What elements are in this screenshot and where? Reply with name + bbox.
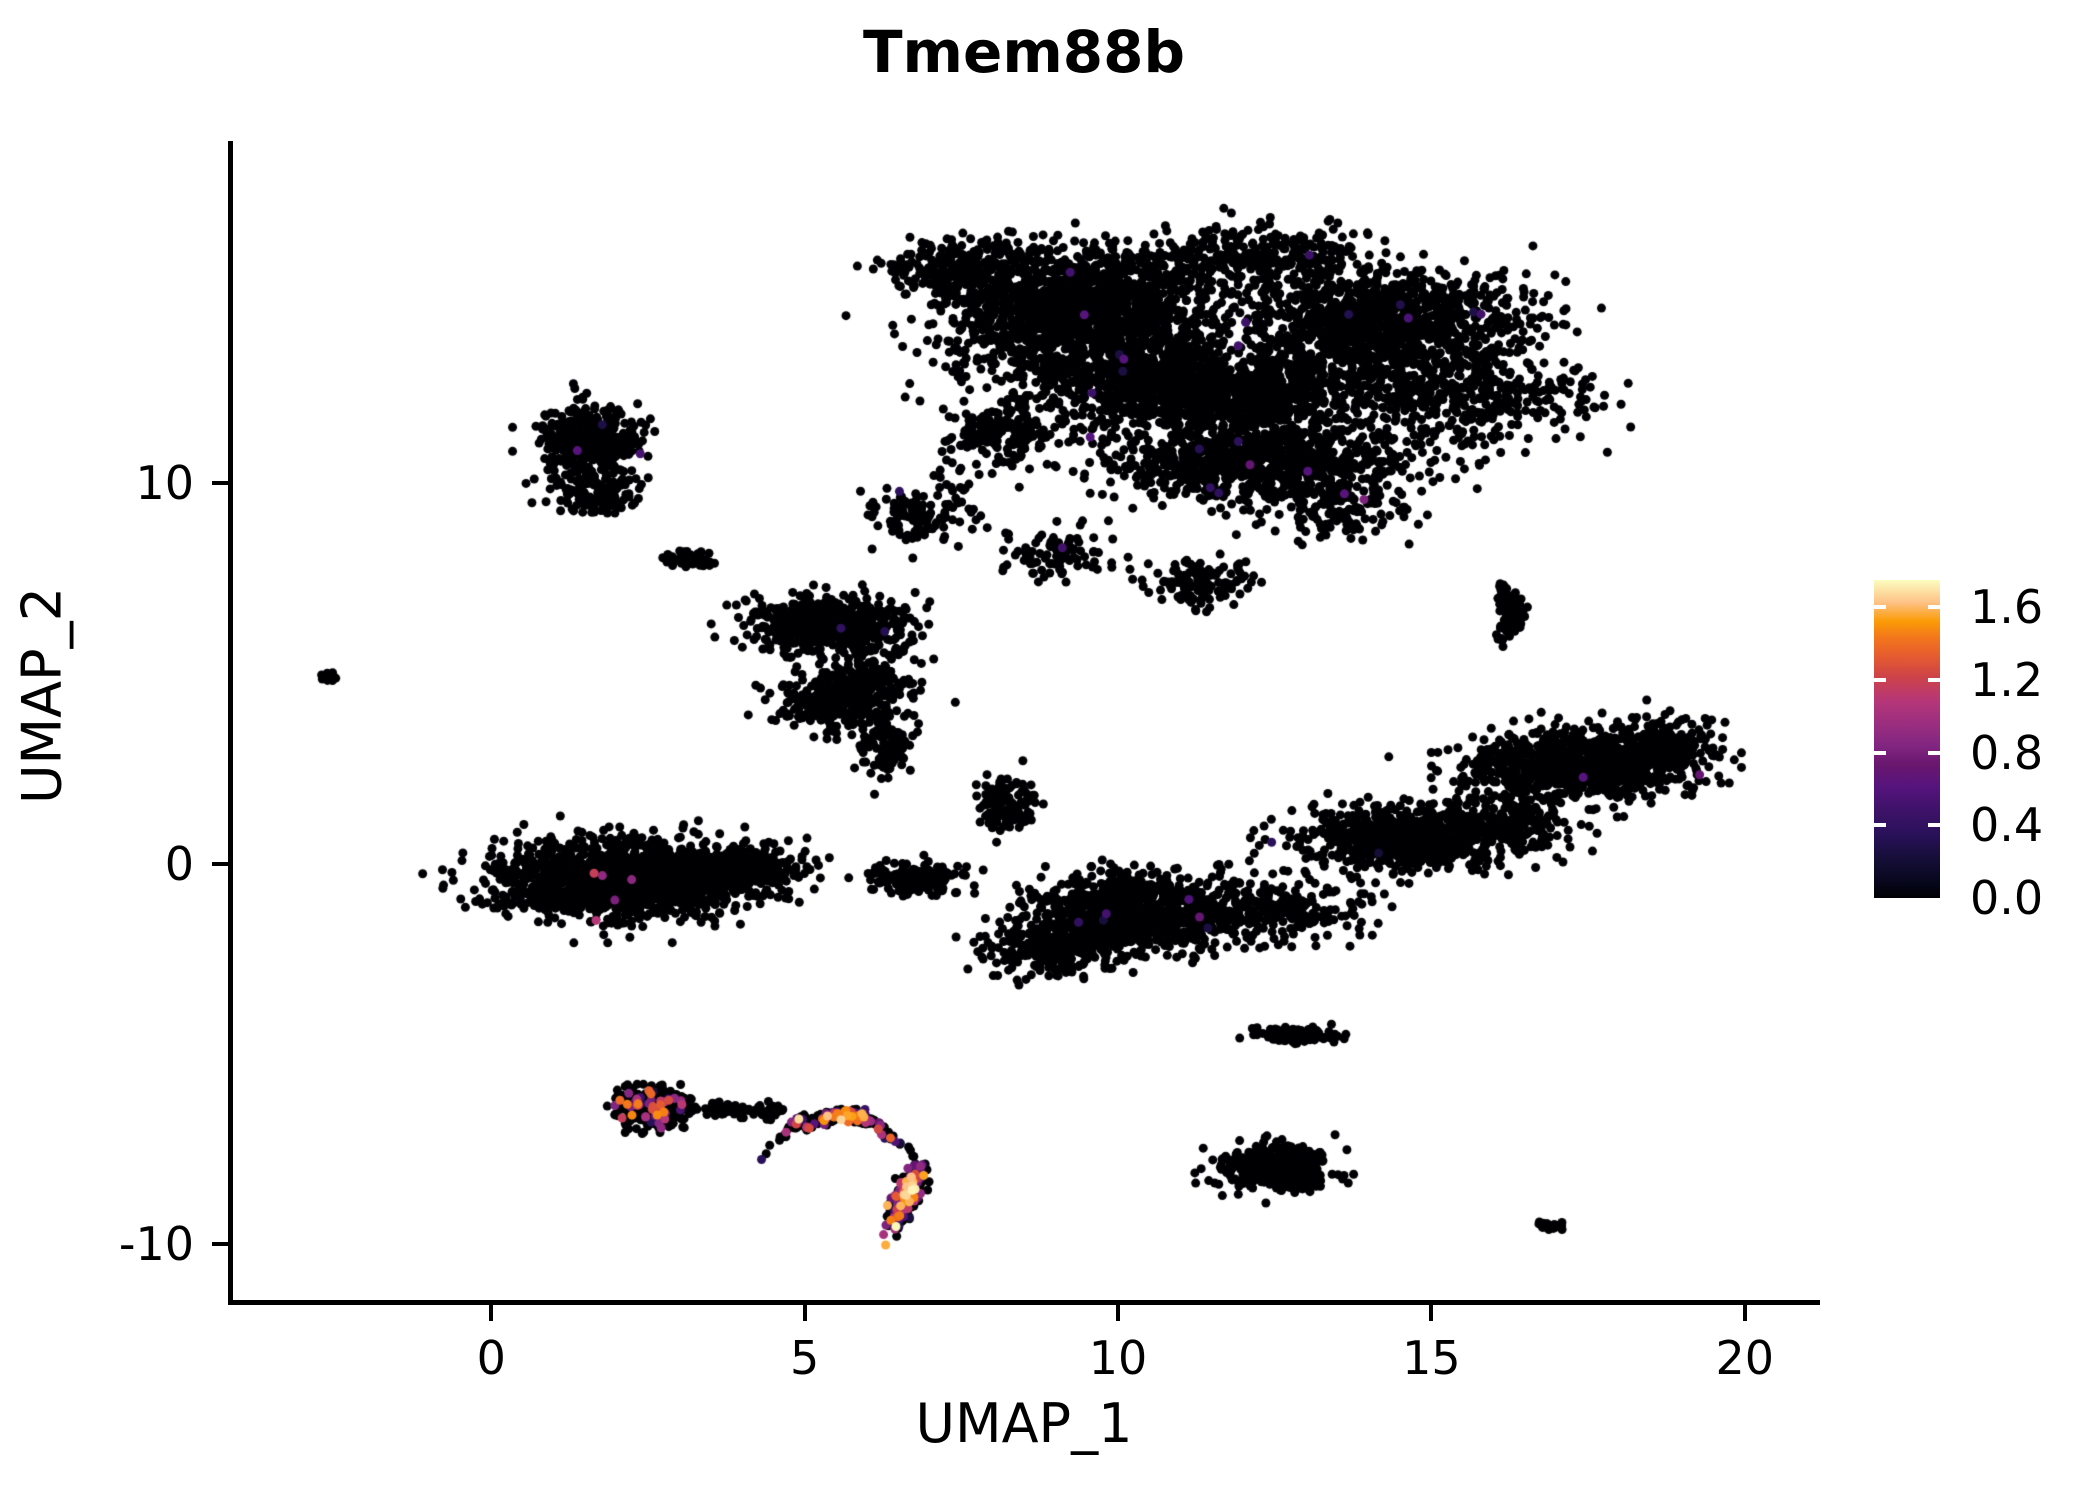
colorbar-tick-label: 0.4 xyxy=(1970,798,2044,853)
colorbar-tick-mark xyxy=(1874,677,1886,682)
y-tick-label: -10 xyxy=(118,1217,194,1272)
scatter-plot-canvas xyxy=(228,141,1820,1305)
x-axis-label: UMAP_1 xyxy=(915,1392,1133,1455)
page-title: Tmem88b xyxy=(862,18,1185,86)
x-tick-label: 5 xyxy=(789,1331,820,1385)
colorbar-tick-label: 1.2 xyxy=(1970,652,2044,707)
y-tick-mark xyxy=(212,1242,228,1247)
x-tick-label: 0 xyxy=(476,1331,506,1385)
x-tick-mark xyxy=(1429,1305,1434,1321)
x-tick-label: 20 xyxy=(1715,1331,1775,1385)
axis-spine-left xyxy=(228,141,233,1305)
x-tick-mark xyxy=(802,1305,807,1321)
x-tick-label: 10 xyxy=(1088,1331,1148,1385)
colorbar-gradient xyxy=(1874,580,1940,898)
y-tick-label: 0 xyxy=(164,836,194,891)
colorbar-tick-mark xyxy=(1928,605,1940,610)
axis-spine-bottom xyxy=(228,1300,1820,1305)
colorbar-tick-mark xyxy=(1874,823,1886,828)
colorbar-tick-mark xyxy=(1874,605,1886,610)
y-tick-label: 10 xyxy=(135,456,194,511)
colorbar-tick-mark xyxy=(1928,677,1940,682)
colorbar-tick-label: 0.8 xyxy=(1970,725,2044,780)
y-tick-mark xyxy=(212,861,228,866)
x-tick-mark xyxy=(1742,1305,1747,1321)
colorbar-tick-label: 0.0 xyxy=(1970,871,2044,925)
colorbar: 1.6 1.2 0.8 0.4 0.0 xyxy=(1874,580,2074,925)
colorbar-tick-mark xyxy=(1928,750,1940,755)
colorbar-tick-mark xyxy=(1874,750,1886,755)
x-tick-mark xyxy=(489,1305,494,1321)
plot-axes: 0 5 10 15 20 -10 0 10 xyxy=(119,141,1820,1385)
x-tick-label: 15 xyxy=(1402,1331,1461,1385)
y-tick-mark xyxy=(212,481,228,486)
x-tick-mark xyxy=(1116,1305,1121,1321)
colorbar-tick-mark xyxy=(1928,823,1940,828)
y-axis-label: UMAP_2 xyxy=(10,587,74,804)
colorbar-tick-label: 1.6 xyxy=(1970,580,2044,635)
